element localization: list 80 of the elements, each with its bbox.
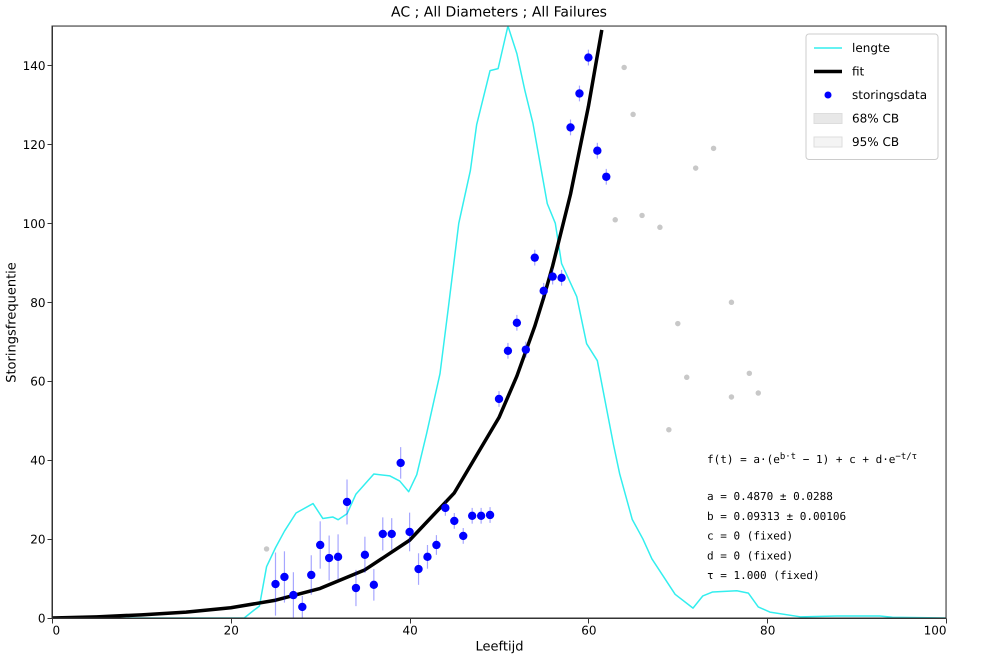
point: [271, 580, 280, 588]
point: [584, 53, 593, 62]
point: [746, 370, 752, 376]
point: [307, 570, 316, 580]
point: [342, 498, 352, 506]
y-tick-label: 40: [30, 454, 46, 468]
point: [450, 516, 458, 526]
point: [468, 512, 476, 520]
point: [370, 580, 378, 590]
annotation: a = 0.4870 ± 0.0288: [707, 490, 833, 503]
point: [352, 584, 360, 592]
point: [405, 528, 414, 536]
point: [396, 458, 405, 468]
point: [334, 552, 342, 561]
x-tick-label: 100: [924, 624, 946, 638]
annotation: τ = 1.000 (fixed): [707, 569, 820, 582]
annotation: d = 0 (fixed): [707, 549, 794, 562]
point: [459, 532, 468, 540]
point: [289, 590, 298, 600]
x-tick-label: 40: [402, 624, 418, 638]
point: [756, 390, 761, 396]
point: [540, 286, 548, 295]
point: [298, 602, 307, 612]
chart-title: AC ; All Diameters ; All Failures: [391, 4, 607, 20]
y-tick-label: 20: [30, 532, 46, 547]
point: [566, 123, 575, 132]
point: [378, 530, 387, 538]
point: [504, 346, 512, 355]
point: [512, 318, 522, 327]
y-tick-label: 80: [30, 296, 46, 310]
point: [264, 546, 270, 552]
point: [388, 530, 396, 538]
point: [324, 554, 334, 562]
x-tick-label: 60: [581, 624, 597, 638]
annotation: c = 0 (fixed): [707, 530, 794, 543]
legend-label: fit: [852, 64, 865, 78]
point: [557, 274, 566, 282]
x-tick-label: 20: [224, 624, 239, 638]
point: [728, 300, 734, 305]
point: [666, 427, 672, 432]
point: [710, 146, 716, 152]
point: [675, 320, 681, 326]
point: [476, 512, 486, 520]
point: [621, 64, 627, 70]
x-tick-label: 80: [760, 624, 776, 638]
point: [602, 172, 610, 181]
y-axis-title: Storingsfrequentie: [4, 262, 20, 383]
y-tick-label: 140: [22, 58, 46, 73]
annotation: b = 0.09313 ± 0.00106: [707, 510, 846, 523]
point: [612, 217, 618, 223]
legend-label: 68% CB: [852, 112, 900, 126]
y-tick-label: 60: [30, 374, 46, 389]
point: [548, 272, 557, 281]
point: [575, 89, 584, 98]
point: [639, 212, 645, 218]
point: [441, 504, 450, 512]
legend-label: storingsdata: [852, 88, 928, 102]
point: [530, 253, 539, 262]
point: [316, 540, 324, 550]
point: [360, 550, 370, 560]
point: [593, 146, 602, 155]
point: [280, 572, 289, 582]
y-tick-label: 120: [22, 138, 46, 152]
point: [432, 540, 441, 550]
point: [522, 345, 530, 354]
point: [684, 374, 690, 380]
point: [657, 224, 663, 230]
point: [494, 394, 504, 404]
y-tick-label: 0: [38, 612, 46, 626]
legend-label: 95% CB: [852, 135, 900, 149]
point: [728, 394, 734, 400]
x-axis-title: Leeftijd: [476, 640, 524, 654]
point: [486, 510, 494, 520]
point: [692, 165, 698, 171]
legend-label: lengte: [852, 41, 890, 55]
y-tick-label: 100: [22, 216, 46, 231]
point: [630, 112, 636, 118]
point: [423, 552, 432, 561]
point: [414, 564, 423, 574]
x-tick-label: 0: [52, 624, 60, 638]
